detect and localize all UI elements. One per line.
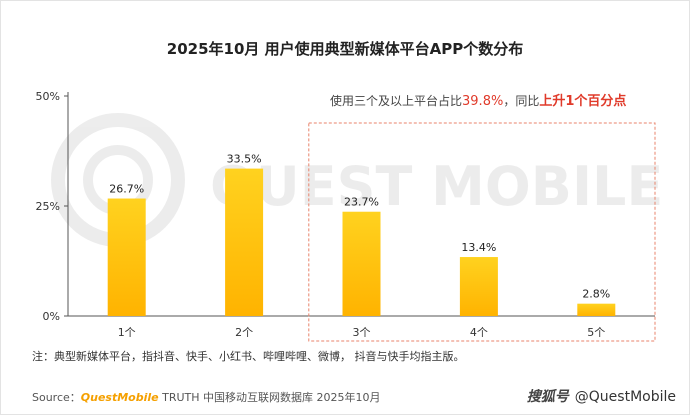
bar-value-label: 23.7% — [344, 196, 379, 209]
callout-prefix: 使用三个及以上平台占比 — [330, 94, 463, 108]
x-tick-label: 2个 — [235, 326, 253, 339]
callout-text: 使用三个及以上平台占比39.8%，同比上升1个百分点 — [330, 90, 626, 109]
y-tick-label: 0% — [43, 310, 60, 323]
bar-2 — [225, 168, 264, 316]
highlight-box — [308, 122, 656, 342]
source-prefix: Source： — [32, 391, 81, 404]
bar-4 — [459, 257, 498, 316]
callout-value: 39.8% — [462, 94, 504, 109]
footnote: 注：典型新媒体平台，指抖音、快手、小红书、哔哩哔哩、微博， 抖音与快手均指主版。 — [32, 350, 465, 363]
bar-3 — [342, 211, 381, 316]
x-tick-label: 5个 — [587, 326, 605, 339]
y-tick-label: 50% — [36, 90, 60, 103]
bar-value-label: 26.7% — [109, 183, 144, 196]
x-tick-label: 4个 — [470, 326, 488, 339]
bar-5 — [577, 303, 616, 316]
callout-change: 上升1个百分点 — [539, 94, 627, 109]
watermark-text: QUEST MOBILE — [210, 155, 663, 218]
chart-title: 2025年10月 用户使用典型新媒体平台APP个数分布 — [166, 40, 524, 58]
watermark: QUEST MOBILE — [51, 113, 663, 247]
bar-value-label: 2.8% — [582, 288, 610, 301]
source-line: Source：QuestMobile TRUTH 中国移动互联网数据库 2025… — [32, 389, 381, 405]
y-tick-label: 25% — [36, 200, 60, 213]
x-tick-label: 3个 — [353, 326, 371, 339]
x-tick-label: 1个 — [118, 326, 136, 339]
credit-account: @QuestMobile — [574, 389, 676, 405]
credit-line: 搜狐号 @QuestMobile — [527, 386, 676, 406]
credit-site: 搜狐号 — [526, 389, 569, 405]
source-rest: TRUTH 中国移动互联网数据库 2025年10月 — [158, 391, 381, 404]
callout-sep: ，同比 — [503, 94, 540, 108]
source-brand: QuestMobile — [80, 391, 159, 404]
bar-1 — [107, 198, 146, 316]
bar-value-label: 13.4% — [461, 241, 496, 254]
bar-value-label: 33.5% — [227, 153, 262, 166]
